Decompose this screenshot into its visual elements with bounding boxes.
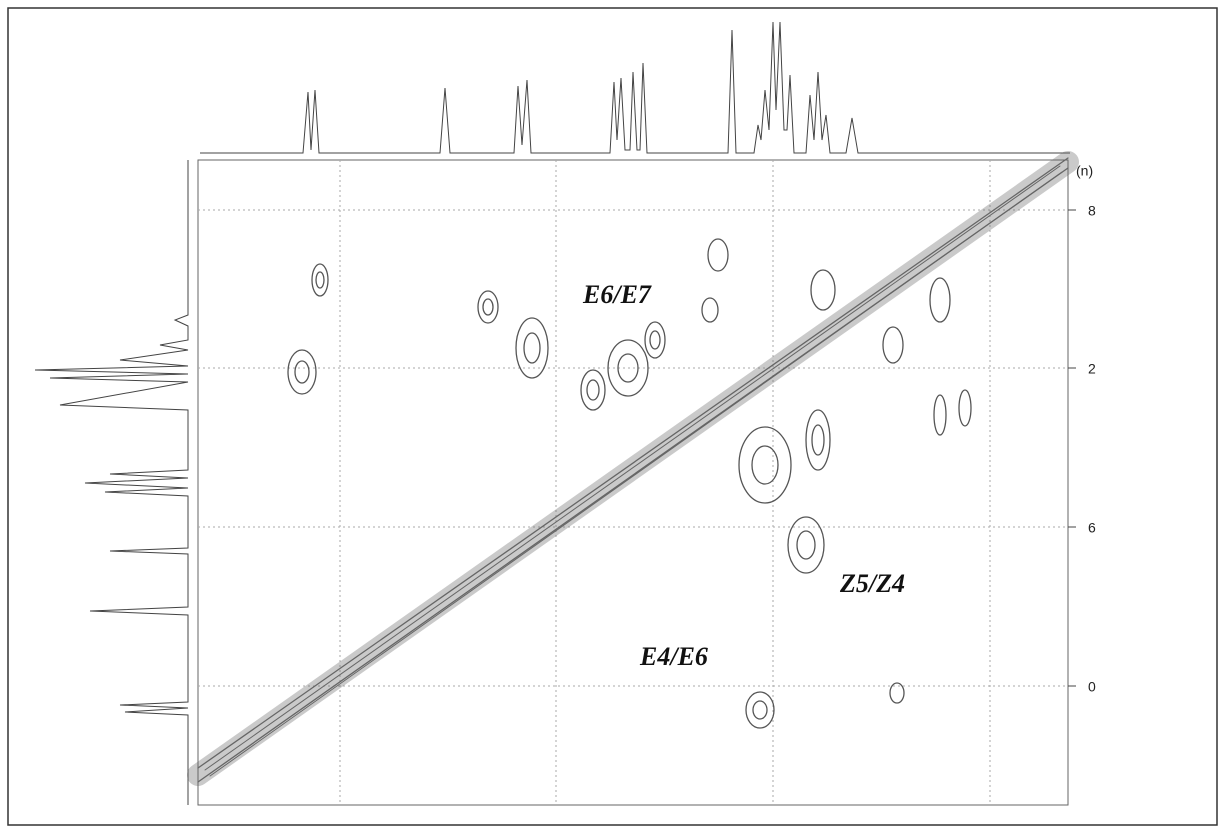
top-spectrum — [200, 21, 1070, 154]
annotation: E6/E7 — [582, 280, 652, 309]
left-spectrum — [34, 160, 189, 805]
cross-peaks — [287, 238, 972, 729]
plot-area — [197, 159, 1069, 806]
annotation: E4/E6 — [639, 642, 708, 671]
frame — [7, 7, 1218, 826]
grid — [198, 160, 1068, 805]
diagonal — [187, 151, 1079, 786]
y-tick-label: 0 — [1088, 679, 1096, 695]
y-tick-label: 2 — [1088, 361, 1096, 377]
y-tick-label: 6 — [1088, 520, 1096, 536]
axis-unit: (n) — [1076, 163, 1093, 179]
right-axis — [1068, 209, 1076, 687]
y-tick-label: 8 — [1088, 203, 1096, 219]
annotation: Z5/Z4 — [839, 569, 905, 598]
